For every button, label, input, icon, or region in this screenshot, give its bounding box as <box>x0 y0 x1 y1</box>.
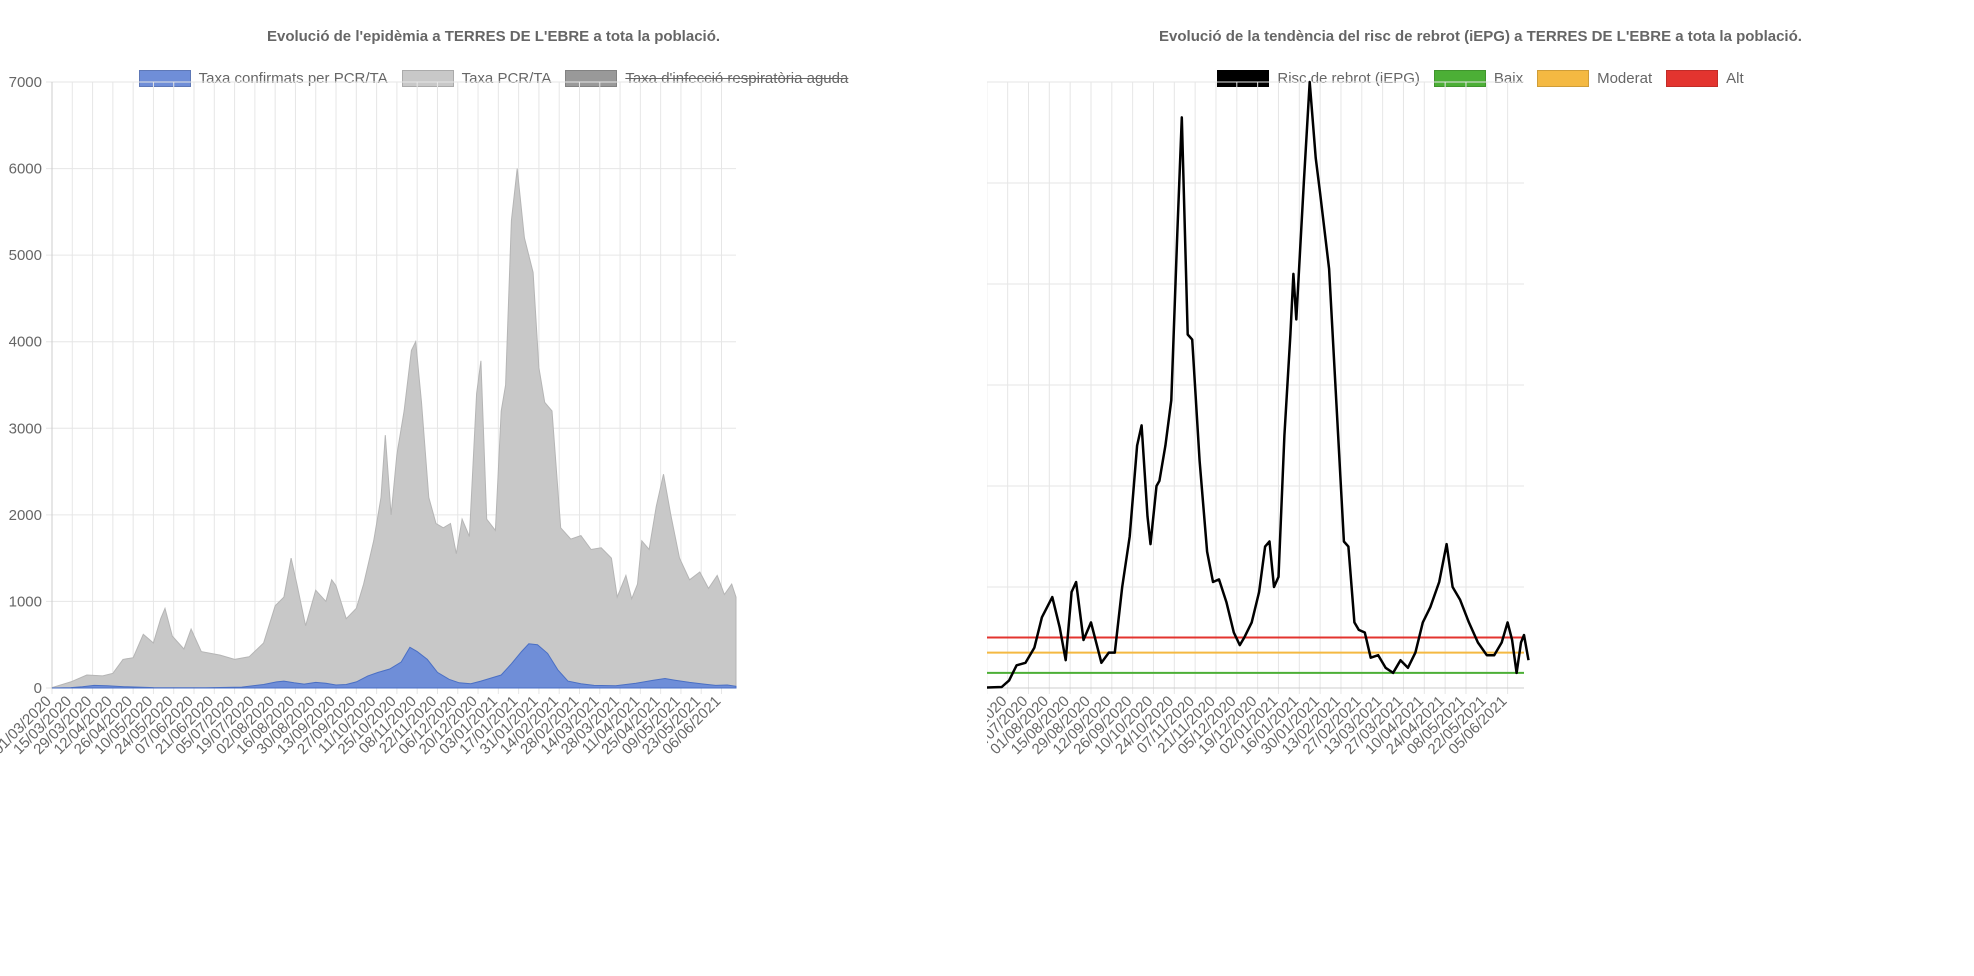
legend-label-pcr-total: Taxa PCR/TA <box>461 70 552 87</box>
left-chart-title: Evolució de l'epidèmia a TERRES DE L'EBR… <box>266 28 721 45</box>
left-series-area-pcr-total <box>51 168 737 689</box>
legend-swatch-moderat <box>1537 70 1590 87</box>
legend-swatch-baix <box>1433 70 1486 87</box>
legend-item-alt[interactable]: Alt <box>1666 70 1744 87</box>
left-y-tick-label: 7000 <box>9 74 42 91</box>
left-y-tick-label: 1000 <box>9 593 42 610</box>
legend-swatch-pcr-total <box>401 70 454 87</box>
legend-item-pcr-total[interactable]: Taxa PCR/TA <box>401 70 552 87</box>
left-y-tick-label: 0 <box>34 680 42 697</box>
right-chart-legend: Risc de rebrot (iEPG) Baix Moderat Alt <box>987 70 1974 87</box>
legend-swatch-ira <box>565 70 618 87</box>
right-chart-panel: Evolució de la tendència del risc de reb… <box>987 0 1974 976</box>
legend-item-iepg[interactable]: Risc de rebrot (iEPG) <box>1217 70 1420 87</box>
iepg-line <box>987 80 1530 689</box>
legend-item-moderat[interactable]: Moderat <box>1537 70 1652 87</box>
legend-item-baix[interactable]: Baix <box>1433 70 1524 87</box>
legend-label-moderat: Moderat <box>1597 70 1653 87</box>
legend-swatch-confirmed <box>138 70 191 87</box>
left-y-tick-label: 5000 <box>9 247 42 264</box>
right-chart-title: Evolució de la tendència del risc de reb… <box>1159 28 1802 45</box>
legend-swatch-iepg <box>1217 70 1270 87</box>
left-series-area-confirmed <box>51 643 737 689</box>
legend-label-alt: Alt <box>1726 70 1744 87</box>
left-y-tick-label: 2000 <box>9 507 42 524</box>
legend-label-baix: Baix <box>1493 70 1524 87</box>
left-y-tick-label: 3000 <box>9 420 42 437</box>
left-y-tick-label: 6000 <box>9 161 42 178</box>
left-chart-plot: 7000600050004000300020001000001/03/20201… <box>0 74 737 758</box>
left-chart-panel: Evolució de l'epidèmia a TERRES DE L'EBR… <box>0 28 987 758</box>
right-plot-group: 12001000800600400200014/03/202028/03/202… <box>987 80 1530 758</box>
legend-label-iepg: Risc de rebrot (iEPG) <box>1277 70 1420 87</box>
legend-swatch-alt <box>1666 70 1719 87</box>
legend-item-confirmed[interactable]: Taxa confirmats per PCR/TA <box>138 70 388 87</box>
left-y-tick-label: 4000 <box>9 334 42 351</box>
legend-label-confirmed: Taxa confirmats per PCR/TA <box>198 70 388 87</box>
left-chart-legend: Taxa confirmats per PCR/TA Taxa PCR/TA T… <box>0 70 987 87</box>
right-chart-plot: 12001000800600400200014/03/202028/03/202… <box>987 80 1530 758</box>
